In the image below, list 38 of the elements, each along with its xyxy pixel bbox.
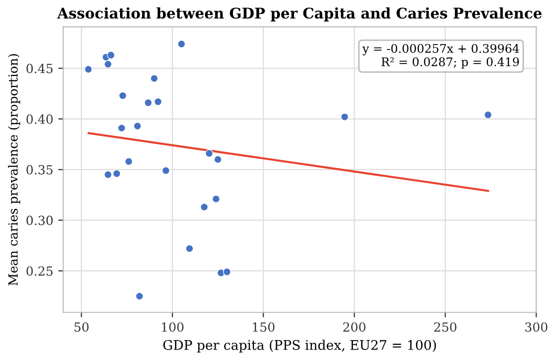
y-tick-label: 0.40	[26, 114, 53, 124]
point	[205, 149, 214, 158]
point	[135, 292, 144, 300]
point	[340, 112, 349, 121]
point	[104, 60, 112, 68]
y-tick-label: 0.35	[26, 165, 53, 174]
x-tick-label: 200	[343, 322, 366, 332]
y-axis-title: Mean caries prevalence (proportion)	[8, 54, 20, 286]
annotation: y = -0.000257x + 0.39964 R² = 0.0287; p = 0.419	[362, 44, 520, 69]
chart-title: Association between GDP per Capita and Caries Prevalence	[57, 7, 542, 22]
point	[106, 51, 115, 60]
point	[212, 194, 220, 203]
x-tick-label: 250	[434, 322, 456, 332]
x-tick-label: 100	[162, 322, 184, 332]
x-tick-label: 50	[74, 322, 89, 332]
y-tick-label: 0.25	[26, 266, 53, 276]
point	[185, 244, 194, 253]
point	[118, 124, 126, 132]
point	[222, 268, 232, 276]
point	[118, 92, 127, 100]
y-tick-label: 0.30	[26, 216, 53, 226]
point	[133, 122, 142, 130]
point	[162, 166, 170, 175]
x-tick-label: 150	[252, 322, 274, 332]
point	[84, 65, 92, 74]
point	[200, 203, 208, 212]
point	[177, 40, 186, 48]
x-axis-title: GDP per capita (PPS index, EU27 = 100)	[163, 340, 436, 353]
point	[144, 98, 152, 107]
point	[112, 170, 121, 178]
x-tick-label: 300	[525, 322, 548, 332]
point	[484, 110, 492, 119]
point	[124, 157, 133, 166]
point	[154, 98, 162, 106]
point	[104, 170, 112, 179]
point	[150, 74, 158, 82]
point	[214, 155, 222, 164]
y-tick-label: 0.45	[26, 64, 53, 74]
